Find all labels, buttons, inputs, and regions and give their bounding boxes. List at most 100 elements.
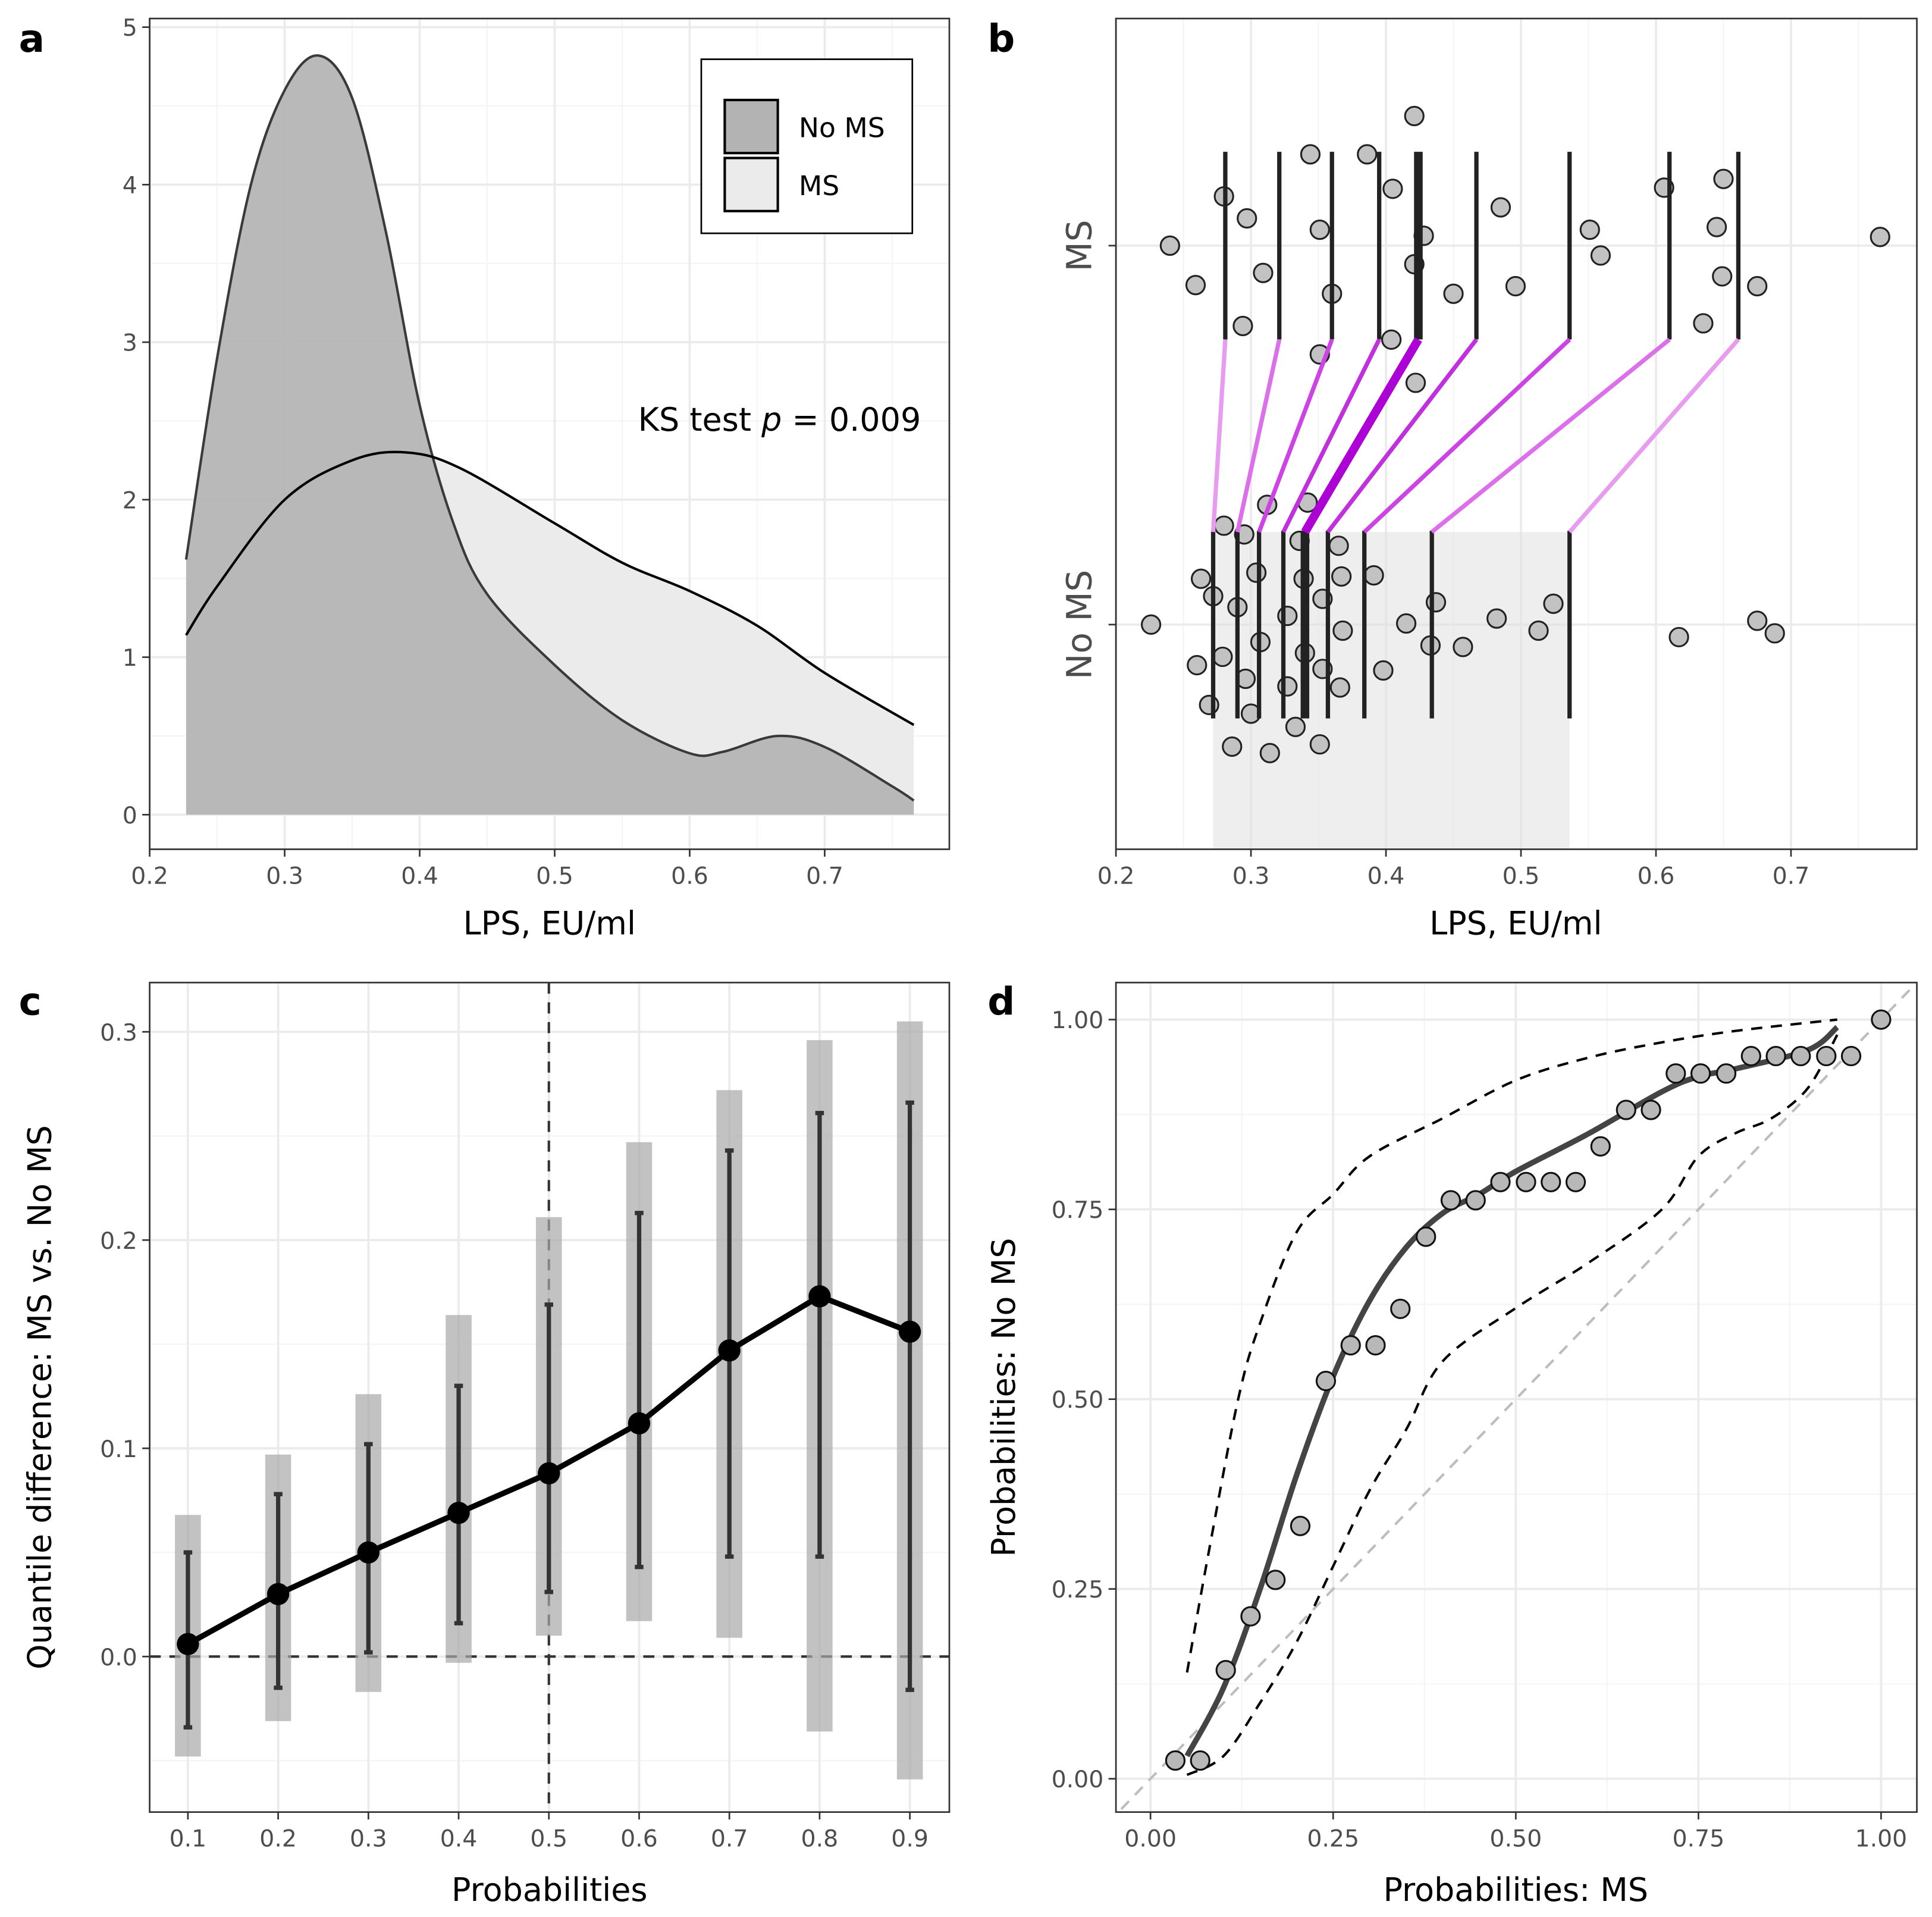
data-point-ms: [1405, 372, 1426, 393]
data-point-no-ms: [1140, 614, 1162, 635]
data-point: [1641, 1100, 1661, 1120]
data-point-no-ms: [1259, 743, 1280, 763]
y-category-label: No MS: [1059, 570, 1100, 679]
data-point: [1315, 1370, 1337, 1392]
data-point: [1740, 1045, 1761, 1067]
y-tick-label: 2: [123, 487, 137, 514]
y-tick-label: 0.25: [1052, 1576, 1104, 1603]
x-tick-label: 0.5: [536, 862, 573, 889]
x-tick-label: 0.6: [620, 1825, 658, 1853]
data-point-no-ms: [1425, 592, 1447, 613]
data-point-no-ms: [1331, 566, 1352, 587]
x-tick-label: 0.7: [1773, 862, 1810, 889]
data-point: [1290, 1515, 1311, 1536]
x-axis-label: LPS, EU/ml: [1429, 905, 1602, 942]
panel-letter: b: [987, 17, 1015, 61]
ks-p-symbol: p: [761, 401, 782, 438]
density-line-ms: [185, 450, 915, 726]
y-tick-label: 0.0: [100, 1644, 137, 1671]
data-point-ms: [1693, 313, 1714, 334]
x-tick-label: 0.4: [401, 862, 438, 889]
y-tick-label: 1: [123, 644, 137, 672]
quantile-difference-point: [357, 1541, 380, 1564]
decile-shift-line: [1281, 338, 1381, 533]
plot-border: [1115, 17, 1918, 850]
data-point-no-ms: [1246, 562, 1267, 583]
x-tick-label: 0.2: [131, 862, 168, 889]
data-point: [1416, 1226, 1437, 1247]
y-tick-label: 0.00: [1052, 1766, 1104, 1793]
y-axis-label: Quantile difference: MS vs. No MS: [21, 1125, 59, 1669]
legend-label-no-ms: No MS: [799, 112, 885, 143]
ks-prefix: KS test: [638, 401, 761, 438]
data-point: [1240, 1606, 1261, 1627]
data-point-ms: [1381, 329, 1402, 350]
x-axis-label: LPS, EU/ml: [463, 905, 636, 942]
data-point-ms: [1404, 105, 1425, 127]
data-point-no-ms: [1328, 535, 1349, 556]
data-point: [1816, 1045, 1837, 1067]
ks-value: = 0.009: [782, 401, 921, 438]
decile-shift-line: [1567, 338, 1740, 534]
quantile-difference-point: [177, 1633, 199, 1655]
x-tick-label: 0.1: [170, 1825, 207, 1853]
x-tick-label: 0.5: [1503, 862, 1540, 889]
data-point: [1516, 1172, 1536, 1192]
data-point: [1690, 1063, 1711, 1084]
x-tick-label: 0.3: [350, 1825, 387, 1853]
quantile-difference-point: [628, 1412, 651, 1434]
y-axis-label: Probabilities: No MS: [985, 1238, 1023, 1557]
data-point: [1490, 1172, 1511, 1192]
data-point: [1765, 1045, 1786, 1067]
data-point-ms: [1357, 144, 1378, 165]
x-axis-label: Probabilities: MS: [1383, 1871, 1648, 1909]
data-point-no-ms: [1213, 515, 1234, 536]
x-tick-label: 0.75: [1672, 1825, 1724, 1853]
decile-shift-line: [1257, 339, 1334, 533]
x-tick-label: 0.7: [711, 1825, 748, 1853]
decile-shift-line: [1326, 338, 1478, 534]
data-point-no-ms: [1199, 694, 1219, 715]
quantile-difference-point: [538, 1462, 560, 1484]
data-point-no-ms: [1528, 620, 1549, 641]
x-tick-label: 0.6: [671, 862, 708, 889]
y-tick-label: 3: [123, 330, 137, 357]
x-tick-label: 0.2: [259, 1825, 297, 1853]
decile-shift-line: [1210, 339, 1228, 532]
data-point-ms: [1237, 208, 1257, 229]
data-point-no-ms: [1190, 568, 1212, 589]
data-point-ms: [1747, 275, 1768, 297]
confidence-band-lower: [1186, 1034, 1839, 1777]
legend-label-ms: MS: [799, 170, 839, 202]
data-point-ms: [1159, 235, 1180, 256]
data-point-ms: [1253, 262, 1274, 283]
data-point-no-ms: [1332, 620, 1353, 641]
data-point-no-ms: [1395, 613, 1417, 634]
data-point-no-ms: [1187, 654, 1208, 676]
data-point: [1165, 1750, 1186, 1771]
data-point-no-ms: [1747, 610, 1768, 631]
panel-b: 0.2 0.3 0.4 0.5 0.6 0.7 MS No MS LPS, EU/ml b: [987, 17, 1918, 942]
decile-shift-line: [1235, 339, 1282, 532]
ks-test-annotation: KS test p = 0.009: [638, 401, 921, 438]
data-point: [1871, 1009, 1892, 1030]
data-point-ms: [1309, 219, 1330, 240]
x-tick-label: 0.6: [1638, 862, 1675, 889]
decile-shift-line: [1363, 337, 1572, 534]
data-point-no-ms: [1543, 593, 1564, 614]
data-point: [1840, 1045, 1862, 1067]
data-point: [1616, 1100, 1636, 1120]
identity-line: [1120, 988, 1912, 1810]
data-point-no-ms: [1453, 637, 1473, 657]
data-point: [1190, 1750, 1210, 1771]
x-tick-label: 0.4: [440, 1825, 478, 1853]
data-point-ms: [1382, 178, 1403, 199]
panel-letter: c: [19, 979, 42, 1024]
data-point: [1215, 1660, 1236, 1681]
panel-d: 0.00 0.25 0.50 0.75 1.00 0.00 0.25 0.50 0.75 1.00…: [985, 979, 1918, 1909]
data-point: [1440, 1190, 1461, 1211]
x-tick-label: 0.9: [891, 1825, 929, 1853]
data-point-ms: [1706, 217, 1727, 237]
x-tick-label: 0.4: [1368, 862, 1405, 889]
